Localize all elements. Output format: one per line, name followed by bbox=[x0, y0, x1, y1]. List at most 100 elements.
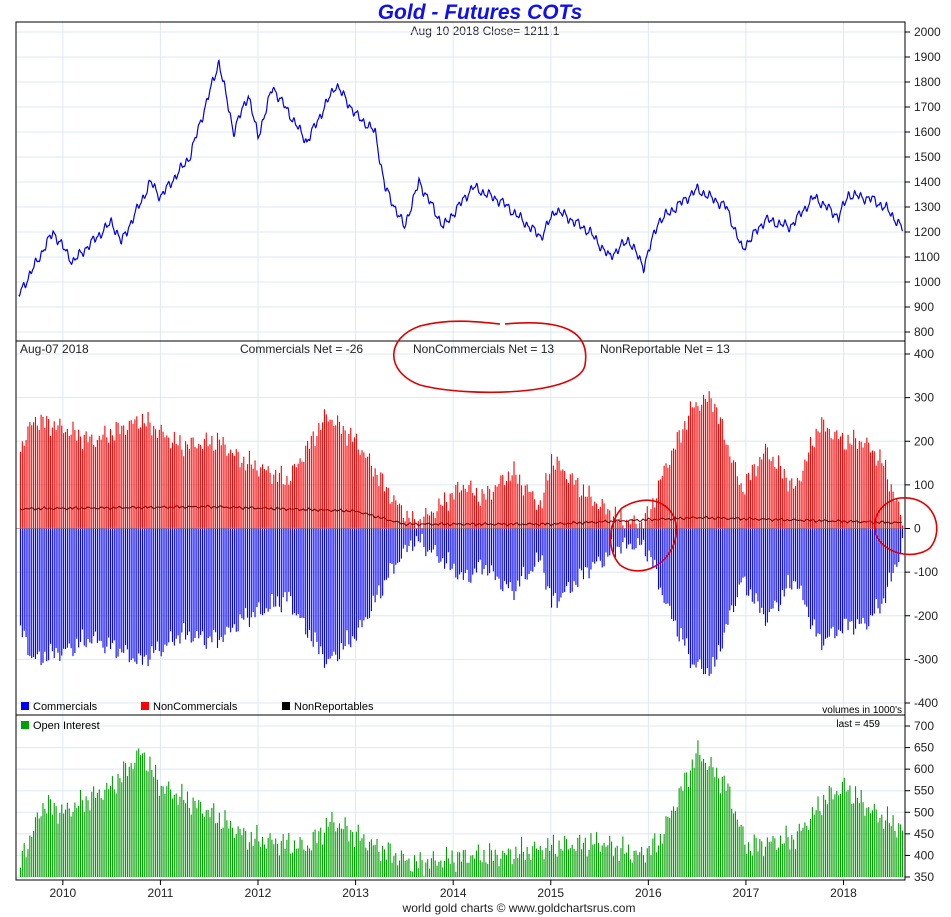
noncommercials-bar bbox=[337, 415, 339, 529]
noncommercials-bar bbox=[650, 509, 652, 529]
open-interest-bar bbox=[31, 836, 33, 877]
open-interest-bar bbox=[149, 756, 151, 877]
commercials-bar bbox=[534, 528, 536, 567]
noncommercials-bar bbox=[248, 450, 250, 529]
noncommercials-bar bbox=[672, 448, 675, 529]
open-interest-bar bbox=[367, 850, 369, 877]
commercials-bar bbox=[248, 528, 250, 627]
commercials-bar bbox=[783, 528, 785, 597]
chart-title: Gold - Futures COTs bbox=[378, 1, 583, 24]
open-interest-bar bbox=[275, 838, 277, 877]
open-interest-bar bbox=[763, 856, 765, 877]
open-interest-bar bbox=[301, 839, 303, 877]
open-interest-bar bbox=[839, 793, 842, 877]
commercials-bar bbox=[181, 528, 183, 633]
open-interest-bar bbox=[759, 839, 761, 877]
open-interest-bar bbox=[689, 770, 691, 877]
y-tick-label: 400 bbox=[914, 347, 934, 361]
noncommercials-bar bbox=[383, 491, 386, 529]
open-interest-bar bbox=[207, 809, 209, 877]
plot-frame bbox=[15, 21, 906, 881]
commercials-bar bbox=[301, 528, 303, 618]
commercials-bar bbox=[406, 528, 408, 553]
open-interest-bar bbox=[477, 844, 479, 877]
open-interest-bar bbox=[830, 787, 832, 877]
commercials-bar bbox=[682, 528, 684, 640]
open-interest-bar bbox=[78, 806, 80, 877]
lines-layer bbox=[16, 59, 905, 529]
commercials-bar bbox=[149, 528, 151, 660]
noncommercials-bar bbox=[100, 439, 102, 529]
open-interest-bar bbox=[665, 816, 667, 877]
noncommercials-bar bbox=[93, 444, 95, 529]
noncommercials-bar bbox=[687, 415, 690, 529]
noncommercials-bar bbox=[128, 420, 130, 529]
noncommercials-bar bbox=[631, 518, 633, 529]
commercials-bar bbox=[49, 528, 52, 644]
commercials-bar bbox=[111, 528, 113, 643]
commercials-bar bbox=[462, 528, 464, 580]
noncommercials-bar bbox=[490, 499, 493, 529]
open-interest-bar bbox=[190, 814, 192, 877]
noncommercials-bar bbox=[173, 431, 175, 529]
open-interest-bar bbox=[205, 810, 207, 877]
commercials-bar bbox=[288, 528, 290, 592]
noncommercials-bar bbox=[55, 430, 57, 529]
open-interest-bar bbox=[877, 822, 879, 877]
open-interest-bar bbox=[166, 786, 168, 877]
commercials-bar bbox=[901, 528, 904, 539]
open-interest-bar bbox=[151, 769, 153, 877]
noncommercials-bar bbox=[502, 474, 504, 529]
noncommercials-bar bbox=[171, 442, 174, 529]
open-interest-bar bbox=[226, 820, 228, 877]
commercials-bar bbox=[809, 528, 812, 630]
open-interest-bar bbox=[712, 767, 714, 877]
y-tick-label: 1000 bbox=[914, 275, 941, 289]
commercials-bar bbox=[365, 528, 367, 618]
open-interest-bar bbox=[357, 824, 359, 877]
noncommercials-bar bbox=[87, 442, 89, 529]
noncommercials-bar bbox=[46, 416, 48, 529]
open-interest-bar bbox=[128, 766, 130, 877]
noncommercials-bar bbox=[885, 460, 887, 529]
commercials-bar bbox=[513, 528, 515, 601]
noncommercials-bar bbox=[320, 429, 322, 529]
commercials-bar bbox=[744, 528, 746, 577]
commercials-bar bbox=[716, 528, 718, 660]
commercials-bar bbox=[526, 528, 528, 580]
noncommercials-bar bbox=[25, 440, 27, 529]
noncommercials-bar bbox=[104, 425, 106, 529]
noncommercials-bar bbox=[794, 486, 797, 529]
commercials-bar bbox=[267, 528, 269, 612]
commercials-bar bbox=[140, 528, 142, 656]
open-interest-bar bbox=[445, 846, 447, 877]
commercials-bar bbox=[678, 528, 680, 642]
open-interest-bar bbox=[344, 817, 346, 877]
commercials-bar bbox=[53, 528, 55, 659]
noncommercials-bar bbox=[192, 437, 194, 529]
commercials-bar bbox=[78, 528, 80, 648]
noncommercials-bar bbox=[704, 398, 706, 529]
noncommercials-bar bbox=[697, 406, 699, 529]
open-interest-bar bbox=[686, 772, 688, 877]
open-interest-bar bbox=[588, 849, 590, 877]
noncommercials-bar bbox=[597, 509, 600, 529]
commercials-bar bbox=[618, 528, 620, 547]
y-tick-label: 1400 bbox=[914, 175, 941, 189]
commercials-bar bbox=[472, 528, 474, 575]
commercials-bar bbox=[894, 528, 896, 565]
open-interest-bar bbox=[389, 843, 391, 877]
open-interest-bar bbox=[380, 861, 382, 877]
noncommercials-bar bbox=[179, 435, 181, 529]
noncommercials-bar bbox=[440, 504, 442, 529]
y-tick-label: 450 bbox=[914, 827, 934, 841]
commercials-bar bbox=[136, 528, 138, 665]
commercials-bar bbox=[646, 528, 648, 562]
noncommercials-bar bbox=[203, 438, 205, 529]
noncommercials-bar bbox=[706, 402, 708, 529]
open-interest-bar bbox=[543, 859, 545, 877]
commercials-bar bbox=[569, 528, 571, 593]
noncommercials-bar bbox=[763, 453, 765, 529]
commercials-bar bbox=[793, 528, 795, 581]
open-interest-bar bbox=[322, 844, 324, 877]
